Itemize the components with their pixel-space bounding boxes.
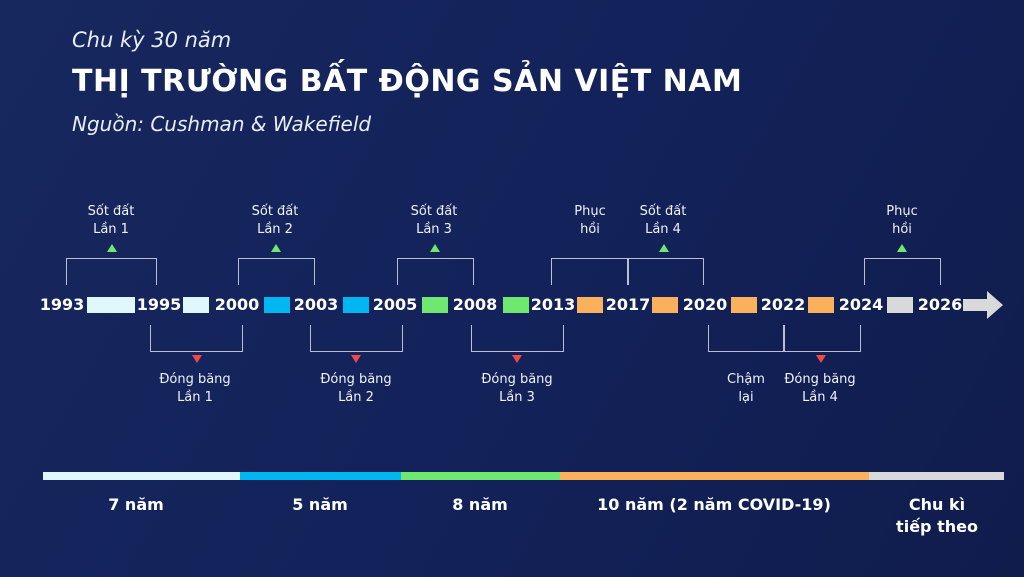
event-label-top: Sốt đất Lần 3 <box>410 204 458 237</box>
down-triangle-icon <box>192 355 202 363</box>
up-triangle-icon <box>271 244 281 252</box>
bracket <box>864 258 941 285</box>
event-label-top: Sốt đất Lần 1 <box>87 204 135 237</box>
bracket <box>708 325 785 352</box>
event-label-bottom: Đóng băng Lần 3 <box>481 372 553 405</box>
bracket <box>471 325 564 352</box>
duration-label: 7 năm <box>108 495 164 514</box>
period-box <box>343 297 369 313</box>
duration-segment <box>43 472 240 480</box>
bracket <box>310 325 403 352</box>
up-triangle-icon <box>659 244 669 252</box>
year-label: 1993 <box>39 295 85 314</box>
bracket <box>397 258 474 285</box>
period-box <box>503 297 529 313</box>
duration-label: 8 năm <box>452 495 508 514</box>
event-label-bottom: Chậm lại <box>727 372 765 405</box>
duration-segment <box>560 472 869 480</box>
year-label: 2000 <box>214 295 260 314</box>
period-box <box>887 297 913 313</box>
year-label: 1995 <box>136 295 182 314</box>
duration-segment <box>869 472 1004 480</box>
down-triangle-icon <box>351 355 361 363</box>
event-label-top: Sốt đất Lần 4 <box>639 204 687 237</box>
up-triangle-icon <box>897 244 907 252</box>
year-label: 2005 <box>372 295 418 314</box>
event-label-top: Phục hồi <box>574 204 606 237</box>
event-label-bottom: Đóng băng Lần 1 <box>159 372 231 405</box>
event-label-top: Sốt đất Lần 2 <box>251 204 299 237</box>
down-triangle-icon <box>816 355 826 363</box>
year-label: 2008 <box>452 295 498 314</box>
period-box <box>422 297 448 313</box>
year-label: 2017 <box>605 295 651 314</box>
period-box <box>731 297 757 313</box>
year-label: 2026 <box>917 295 963 314</box>
bracket <box>238 258 315 285</box>
up-triangle-icon <box>107 244 117 252</box>
year-label: 2020 <box>682 295 728 314</box>
period-box <box>808 297 834 313</box>
period-box <box>577 297 603 313</box>
duration-label: 10 năm (2 năm COVID-19) <box>597 495 831 514</box>
period-box <box>264 297 290 313</box>
bracket <box>783 325 861 352</box>
period-box <box>652 297 678 313</box>
duration-label: Chu kì tiếp theo <box>896 495 978 536</box>
subtitle: Chu kỳ 30 năm <box>72 28 232 52</box>
event-label-top: Phục hồi <box>886 204 918 237</box>
bracket <box>627 258 704 285</box>
year-label: 2003 <box>293 295 339 314</box>
source: Nguồn: Cushman & Wakefield <box>72 112 372 136</box>
up-triangle-icon <box>430 244 440 252</box>
year-label: 2022 <box>760 295 806 314</box>
bracket <box>66 258 157 285</box>
period-box <box>183 297 209 313</box>
event-label-bottom: Đóng băng Lần 4 <box>784 372 856 405</box>
arrow-right-icon <box>963 291 1003 319</box>
duration-label: 5 năm <box>292 495 348 514</box>
page-title: THỊ TRƯỜNG BẤT ĐỘNG SẢN VIỆT NAM <box>72 64 743 99</box>
duration-segment <box>401 472 560 480</box>
bracket <box>150 325 243 352</box>
event-label-bottom: Đóng băng Lần 2 <box>320 372 392 405</box>
duration-segment <box>240 472 401 480</box>
bracket <box>551 258 629 285</box>
year-label: 2024 <box>838 295 884 314</box>
period-box <box>87 297 135 313</box>
down-triangle-icon <box>512 355 522 363</box>
year-label: 2013 <box>530 295 576 314</box>
